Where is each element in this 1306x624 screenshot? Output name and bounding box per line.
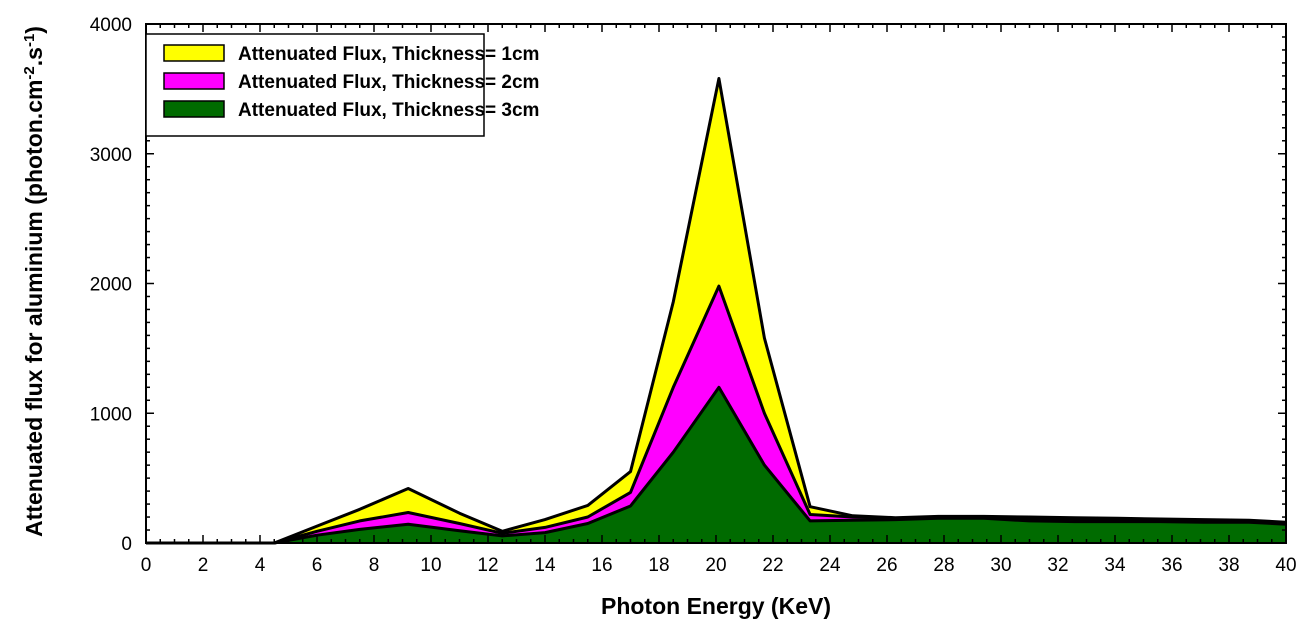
- x-tick-label: 38: [1218, 555, 1239, 576]
- legend: Attenuated Flux, Thickness= 1cm Attenuate…: [145, 33, 539, 137]
- x-tick-label: 6: [312, 555, 323, 576]
- x-tick-label: 16: [591, 555, 612, 576]
- y-tick-label: 2000: [90, 275, 132, 296]
- y-axis-title-sup1: -2: [21, 66, 38, 79]
- x-tick-label: 4: [255, 555, 266, 576]
- y-axis-title: Attenuated flux for aluminium (photon.cm…: [21, 26, 48, 537]
- x-tick-label: 28: [933, 555, 954, 576]
- x-tick-label: 8: [369, 555, 380, 576]
- series-line-2: [146, 284, 1287, 545]
- x-axis-title: Photon Energy (KeV): [601, 593, 831, 619]
- y-tick-label: 1000: [90, 404, 132, 425]
- y-tick-labels: 0 1000 2000 3000 4000: [90, 15, 132, 555]
- y-axis-title-main: Attenuated flux for aluminium (photon.cm: [21, 80, 47, 537]
- area-series-3: [146, 387, 1286, 543]
- y-axis-title-sup2: -1: [21, 34, 38, 47]
- x-tick-label: 40: [1275, 555, 1296, 576]
- legend-label-2: Attenuated Flux, Thickness= 2cm: [238, 72, 539, 93]
- legend-label-3: Attenuated Flux, Thickness= 3cm: [238, 100, 539, 121]
- x-tick-label: 34: [1104, 555, 1126, 576]
- x-tick-label: 14: [534, 555, 556, 576]
- y-tick-label: 3000: [90, 145, 132, 166]
- x-tick-label: 20: [705, 555, 726, 576]
- legend-swatch-3: [163, 100, 225, 118]
- x-tick-label: 24: [819, 555, 841, 576]
- y-tick-label: 4000: [90, 15, 132, 36]
- axis-ticks: [145, 23, 1287, 544]
- x-tick-label: 10: [420, 555, 441, 576]
- legend-label-1: Attenuated Flux, Thickness= 1cm: [238, 44, 539, 65]
- legend-swatch-1: [163, 44, 225, 62]
- x-tick-label: 32: [1047, 555, 1068, 576]
- x-tick-label: 36: [1161, 555, 1182, 576]
- x-tick-label: 12: [477, 555, 498, 576]
- y-tick-label: 0: [121, 534, 132, 555]
- x-tick-label: 30: [990, 555, 1011, 576]
- x-tick-label: 26: [876, 555, 897, 576]
- x-tick-label: 22: [762, 555, 783, 576]
- x-tick-label: 0: [141, 555, 152, 576]
- x-tick-labels: 0 2 4 6 8 10 12 14 16 18 20 22 24 26 28 30 32 34 36 38 40: [141, 555, 1297, 576]
- series-line-3: [146, 385, 1287, 545]
- series-areas: [146, 77, 1287, 545]
- legend-swatch-2: [163, 72, 225, 90]
- x-tick-label: 2: [198, 555, 209, 576]
- y-axis-title-mid: .s: [21, 47, 47, 66]
- y-axis-title-end: ): [21, 26, 47, 34]
- x-tick-label: 18: [648, 555, 669, 576]
